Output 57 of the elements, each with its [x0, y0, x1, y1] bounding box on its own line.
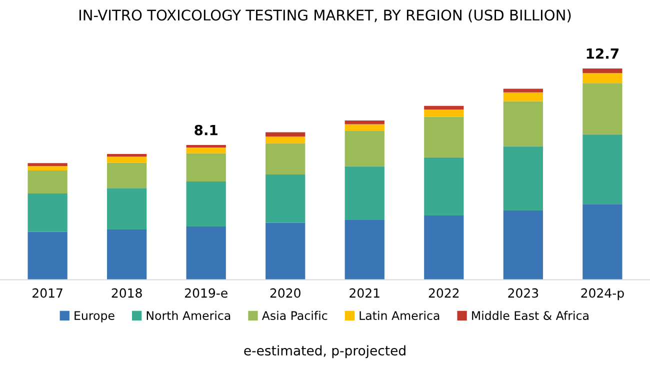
bar [344, 131, 384, 166]
text: e-estimated, p-projected [244, 345, 406, 358]
bar [266, 132, 306, 137]
chart-title: IN-VITRO TOXICOLOGY TESTING MARKET, BY REGION (USD BILLION) [79, 9, 571, 22]
legend-label: Asia Pacific [262, 310, 328, 320]
bar [503, 101, 543, 146]
annotation: 8.1 [194, 124, 218, 136]
legend-label: Europe [74, 311, 114, 322]
bar [107, 188, 147, 230]
bar [28, 170, 68, 194]
bar [503, 88, 543, 92]
x-tick-label: 2023 [508, 288, 538, 298]
bar [266, 222, 306, 280]
bar [503, 92, 543, 102]
bar [186, 226, 226, 280]
bar [424, 216, 464, 280]
legend-label: Latin America [360, 310, 440, 320]
legend-label: North America [146, 310, 230, 320]
bar [266, 136, 306, 144]
bar [503, 146, 543, 210]
bar [424, 116, 464, 158]
bar [186, 144, 226, 148]
bar [582, 204, 622, 280]
bar [107, 154, 147, 157]
bar [424, 157, 464, 216]
x-tick-label: 2024-p [581, 288, 624, 300]
bar [424, 109, 464, 117]
bar [28, 166, 68, 171]
x-tick-label: 2017 [32, 288, 62, 298]
bar [107, 162, 147, 188]
bar [582, 68, 622, 74]
bar [28, 232, 68, 280]
bar [186, 182, 226, 227]
bar [266, 143, 306, 175]
bar [344, 166, 384, 220]
bar [582, 134, 622, 204]
bar [344, 120, 384, 124]
bar [186, 153, 226, 182]
bar [28, 194, 68, 232]
bar [107, 156, 147, 163]
legend-label: Middle East & Africa [472, 310, 588, 320]
bar [582, 83, 622, 134]
x-tick-label: 2020 [270, 288, 300, 298]
x-tick-label: 2019-e [185, 288, 228, 298]
bar [186, 148, 226, 154]
bar [28, 163, 68, 166]
bar [344, 124, 384, 132]
x-tick-label: 2021 [350, 288, 380, 298]
bar [344, 220, 384, 280]
bar [266, 174, 306, 223]
bar [424, 106, 464, 110]
x-tick-label: 2022 [428, 288, 459, 298]
bar [107, 229, 147, 280]
annotation: 12.7 [586, 48, 618, 59]
x-tick-label: 2018 [112, 288, 142, 298]
bar [503, 210, 543, 280]
bar [582, 73, 622, 84]
